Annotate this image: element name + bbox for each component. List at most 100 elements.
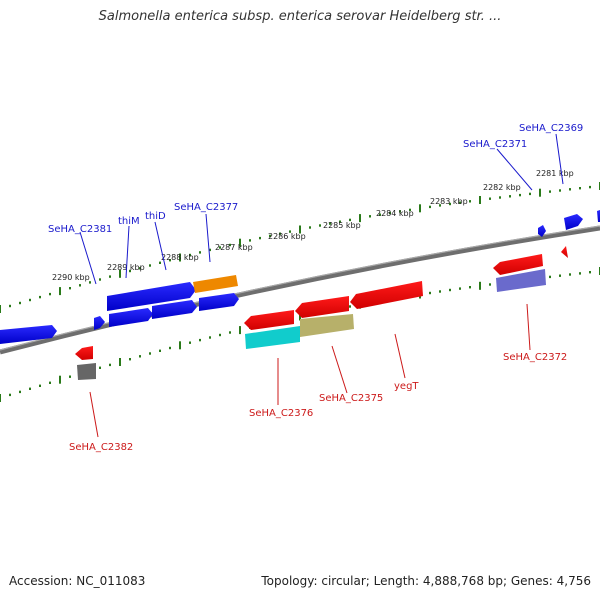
- scale-minor-tick: [409, 208, 411, 212]
- scale-minor-tick: [9, 304, 11, 308]
- scale-minor-tick: [69, 375, 71, 378]
- scale-minor-tick: [149, 264, 151, 267]
- gene-olive[interactable]: [300, 314, 354, 337]
- scale-minor-tick: [579, 187, 581, 190]
- scale-minor-tick: [39, 384, 41, 387]
- scale-minor-tick: [349, 305, 351, 308]
- scale-minor-tick: [549, 190, 551, 193]
- scale-minor-tick: [329, 222, 331, 225]
- scale-minor-tick: [109, 363, 111, 367]
- kbp-label: 2290 kbp: [52, 273, 90, 282]
- scale-minor-tick: [189, 253, 191, 257]
- gene-arrow[interactable]: [199, 293, 239, 311]
- scale-minor-tick: [569, 188, 571, 191]
- scale-minor-tick: [219, 333, 221, 337]
- kbp-label: 2281 kbp: [536, 169, 574, 178]
- kbp-label: 2282 kbp: [483, 183, 521, 192]
- gene-arrow-C2375[interactable]: [295, 296, 349, 318]
- gene-purple[interactable]: [496, 269, 546, 292]
- scale-minor-tick: [189, 341, 191, 344]
- scale-minor-tick: [489, 283, 491, 286]
- gene-arrow[interactable]: [538, 225, 546, 237]
- scale-minor-tick: [569, 273, 571, 276]
- scale-major-tick: [179, 341, 181, 350]
- scale-major-tick: [479, 196, 481, 204]
- kbp-label: 2287 kbp: [215, 243, 253, 252]
- scale-minor-tick: [559, 274, 561, 277]
- gene-label: SeHA_C2382: [69, 442, 133, 453]
- gene-label: yegT: [394, 381, 419, 392]
- gene-arrow-yegT[interactable]: [350, 281, 423, 309]
- scale-minor-tick: [259, 236, 261, 240]
- gene-arrow-C2369[interactable]: [597, 210, 600, 222]
- scale-minor-tick: [579, 272, 581, 275]
- scale-minor-tick: [439, 290, 441, 293]
- gene-arrow-C2371[interactable]: [564, 214, 583, 230]
- scale-minor-tick: [39, 295, 41, 299]
- scale-minor-tick: [379, 213, 381, 216]
- scale-minor-tick: [19, 390, 21, 394]
- scale-minor-tick: [319, 224, 321, 227]
- scale-minor-tick: [79, 284, 81, 287]
- scale-minor-tick: [129, 358, 131, 361]
- gene-arrow[interactable]: [561, 246, 568, 258]
- reverse-genes: [75, 246, 568, 380]
- gene-gray[interactable]: [77, 363, 96, 380]
- scale-minor-tick: [199, 338, 201, 342]
- scale-minor-tick: [229, 243, 231, 247]
- scale-minor-tick: [279, 232, 281, 235]
- scale-minor-tick: [489, 197, 491, 200]
- scale-minor-tick: [99, 366, 101, 369]
- scale-minor-tick: [129, 269, 131, 273]
- scale-minor-tick: [139, 355, 141, 358]
- scale-minor-tick: [349, 218, 351, 222]
- gene-arrow-C2376[interactable]: [244, 310, 294, 330]
- gene-arrow[interactable]: [94, 316, 105, 330]
- gene-arrow-thiD[interactable]: [152, 300, 197, 319]
- scale-minor-tick: [529, 192, 531, 196]
- gene-label: SeHA_C2381: [48, 224, 112, 235]
- gene-arrow[interactable]: [109, 308, 153, 327]
- scale-minor-tick: [99, 278, 101, 281]
- scale-minor-tick: [449, 202, 451, 206]
- scale-major-tick: [359, 214, 361, 223]
- scale-minor-tick: [29, 298, 31, 302]
- gene-arrow-C2372[interactable]: [493, 254, 543, 275]
- scale-minor-tick: [69, 287, 71, 290]
- gene-arrow[interactable]: [0, 325, 57, 344]
- gene-cyan[interactable]: [245, 326, 300, 349]
- map-title: Salmonella enterica subsp. enterica sero…: [98, 9, 502, 24]
- scale-major-tick: [119, 269, 121, 278]
- scale-major-tick: [0, 305, 1, 313]
- scale-minor-tick: [589, 185, 591, 189]
- kbp-label: 2283 kbp: [430, 197, 468, 206]
- scale-minor-tick: [139, 267, 141, 270]
- gene-arrow-thiM[interactable]: [107, 282, 196, 311]
- scale-minor-tick: [169, 259, 171, 262]
- scale-major-tick: [299, 225, 301, 234]
- gene-arrow-C2382[interactable]: [75, 346, 93, 360]
- kbp-label: 2289 kbp: [107, 263, 145, 272]
- gene-arrow-orange[interactable]: [193, 275, 238, 293]
- gene-label: thiM: [118, 216, 140, 227]
- scale-minor-tick: [429, 205, 431, 209]
- scale-minor-tick: [499, 196, 501, 199]
- kbp-label: 2288 kbp: [161, 253, 199, 262]
- genome-backbone: [0, 225, 600, 355]
- gene-label: SeHA_C2375: [319, 393, 383, 404]
- scale-minor-tick: [339, 220, 341, 223]
- scale-minor-tick: [389, 211, 391, 215]
- scale-major-tick: [239, 326, 241, 335]
- gene-label: thiD: [145, 211, 166, 222]
- scale-minor-tick: [459, 287, 461, 290]
- scale-minor-tick: [439, 204, 441, 207]
- gene-label: SeHA_C2376: [249, 408, 313, 419]
- scale-minor-tick: [89, 281, 91, 284]
- scale-minor-tick: [49, 292, 51, 296]
- scale-minor-tick: [199, 251, 201, 254]
- scale-minor-tick: [559, 189, 561, 192]
- scale-minor-tick: [159, 349, 161, 352]
- scale-minor-tick: [459, 201, 461, 204]
- reverse-leader-lines: [89, 303, 531, 438]
